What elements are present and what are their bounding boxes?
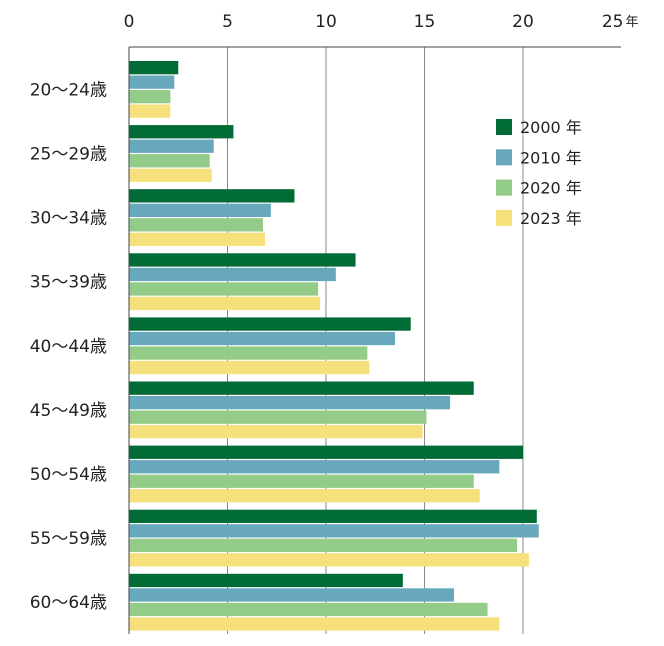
bar xyxy=(129,346,368,360)
legend-swatch xyxy=(496,119,512,135)
legend-label: 2023 年 xyxy=(520,209,582,228)
bar xyxy=(129,396,451,410)
category-label: 40〜44歳 xyxy=(30,337,107,357)
bar xyxy=(129,168,212,182)
bar xyxy=(129,282,319,296)
bar xyxy=(129,410,427,424)
legend-swatch xyxy=(496,209,512,226)
category-label: 25〜29歳 xyxy=(30,145,107,165)
bar xyxy=(129,61,179,75)
bar xyxy=(129,104,171,118)
bar xyxy=(129,425,423,439)
x-unit-label: 年 xyxy=(626,15,639,30)
category-label: 55〜59歳 xyxy=(30,529,107,549)
bar xyxy=(129,75,175,89)
bar xyxy=(129,154,210,168)
bar xyxy=(129,588,455,602)
bar xyxy=(129,232,265,246)
bar xyxy=(129,509,537,523)
bar xyxy=(129,218,263,232)
bar xyxy=(129,553,529,567)
bar xyxy=(129,617,500,631)
bar xyxy=(129,253,356,267)
bar xyxy=(129,331,395,346)
bar xyxy=(129,139,214,153)
category-labels: 20〜24歳 25〜29歳 30〜34歳 35〜39歳 40〜44歳 45〜49歳 50〜5… xyxy=(30,80,107,613)
category-label: 50〜54歳 xyxy=(30,465,107,485)
bar xyxy=(129,524,539,538)
bar xyxy=(129,296,321,311)
x-tick-label: 10 xyxy=(315,12,337,32)
legend-label: 2020 年 xyxy=(520,179,582,198)
category-label: 60〜64歳 xyxy=(30,593,107,613)
legend-label: 2000 年 xyxy=(520,118,582,137)
x-tick-labels: 0 5 10 15 20 25 xyxy=(124,12,624,32)
bar xyxy=(129,267,336,282)
category-label: 45〜49歳 xyxy=(30,401,107,421)
bar xyxy=(129,573,403,588)
legend: 2000 年 2010 年 2020 年 2023 年 xyxy=(496,118,582,228)
legend-swatch xyxy=(496,179,512,196)
bar xyxy=(129,489,480,503)
bar xyxy=(129,602,488,617)
x-tick-label: 5 xyxy=(222,12,233,32)
bar xyxy=(129,203,271,217)
legend-label: 2010 年 xyxy=(520,148,582,167)
bar xyxy=(129,90,171,104)
x-tick-label: 20 xyxy=(512,12,534,32)
bar xyxy=(129,538,518,552)
bar xyxy=(129,189,295,203)
category-label: 30〜34歳 xyxy=(30,209,107,229)
bar xyxy=(129,460,500,474)
category-label: 35〜39歳 xyxy=(30,273,107,293)
axes xyxy=(128,46,621,634)
legend-swatch xyxy=(496,149,512,166)
x-tick-label: 0 xyxy=(124,12,135,32)
bar xyxy=(129,317,411,331)
x-tick-label: 25 xyxy=(602,12,624,32)
bar xyxy=(129,360,370,375)
category-label: 20〜24歳 xyxy=(30,80,107,100)
x-tick-label: 15 xyxy=(414,12,436,32)
bar xyxy=(129,125,234,139)
bar xyxy=(129,381,474,395)
bar xyxy=(129,445,523,459)
bars xyxy=(129,61,539,631)
bar xyxy=(129,474,474,488)
